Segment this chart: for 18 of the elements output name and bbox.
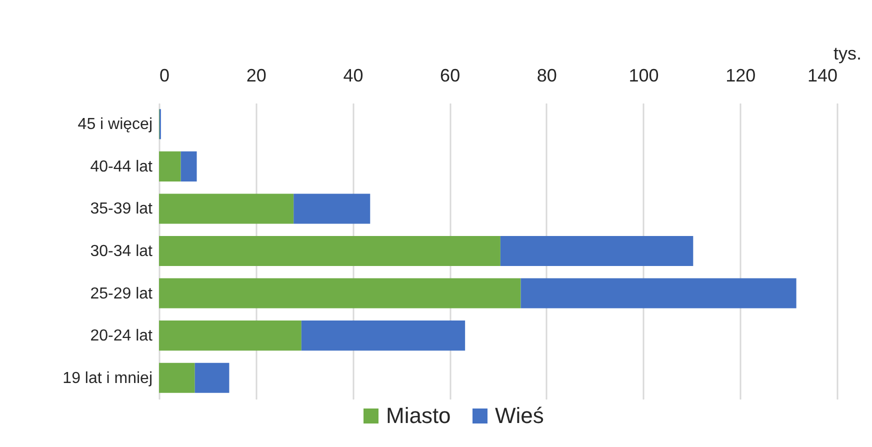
x-tick-label: 80 xyxy=(536,66,557,86)
legend-label: Miasto xyxy=(386,403,451,428)
y-tick-label: 30-34 lat xyxy=(90,243,154,260)
y-tick-label: 19 lat i mniej xyxy=(62,370,152,387)
x-tick-label: 0 xyxy=(160,66,170,86)
x-tick-label: 100 xyxy=(628,66,659,86)
y-tick-label: 25-29 lat xyxy=(90,285,154,302)
x-axis-title: tys. xyxy=(833,44,862,64)
y-tick-label: 35-39 lat xyxy=(90,200,154,218)
x-tick-label: 60 xyxy=(440,66,460,86)
legend-label: Wieś xyxy=(495,403,544,428)
y-tick-label: 40-44 lat xyxy=(90,158,154,176)
x-tick-label: 140 xyxy=(807,66,838,86)
y-tick-label: 20-24 lat xyxy=(90,328,154,345)
x-tick-label: 20 xyxy=(246,66,266,86)
x-tick-label: 40 xyxy=(343,66,364,86)
x-tick-label: 120 xyxy=(726,66,756,86)
y-tick-label: 45 i więcej xyxy=(78,116,152,134)
